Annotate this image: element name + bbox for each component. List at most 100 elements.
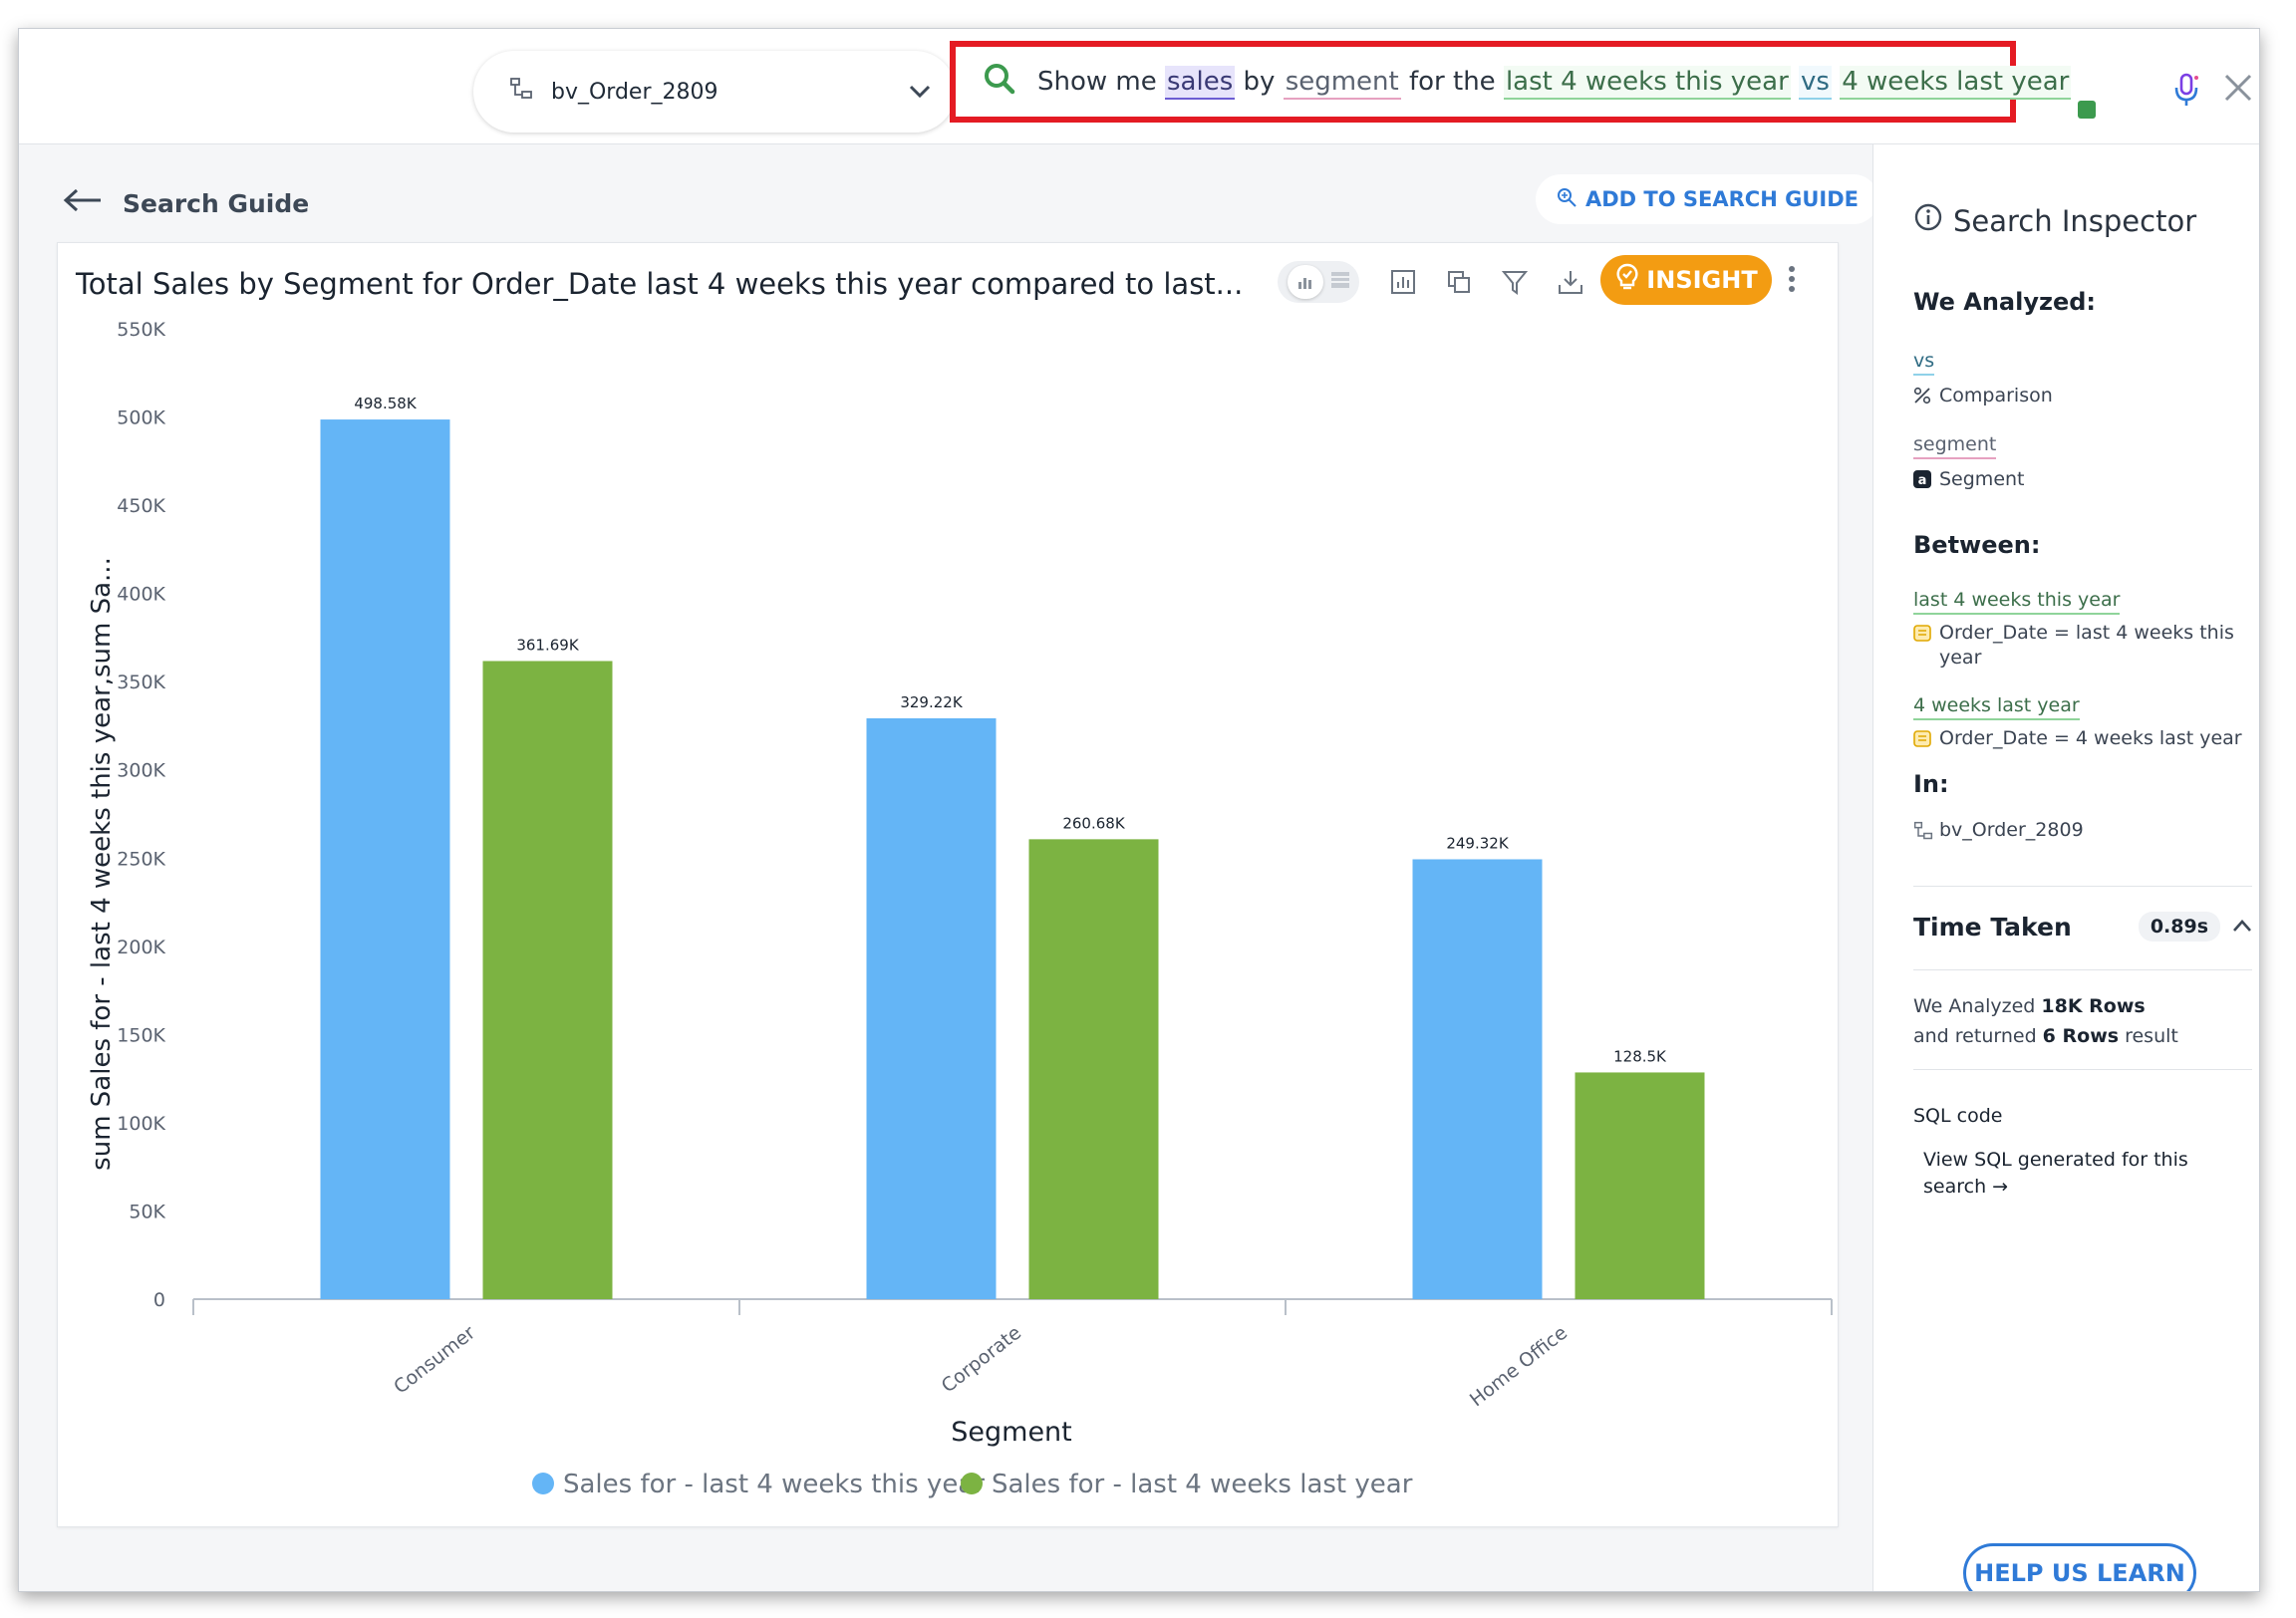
y-tick-label: 150K: [117, 1024, 165, 1046]
between-token-last-year[interactable]: 4 weeks last year: [1913, 694, 2080, 720]
rows-suffix: result: [2119, 1025, 2178, 1047]
y-axis-title: sum Sales for - last 4 weeks this year,s…: [87, 557, 117, 1171]
y-tick-label: 200K: [117, 937, 165, 958]
rows-middle: and returned: [1913, 1025, 2043, 1047]
query-token-plain: by: [1235, 67, 1284, 97]
x-axis-title: Segment: [951, 1417, 1072, 1448]
chevron-down-icon[interactable]: [908, 81, 932, 106]
datasource-icon: [509, 77, 533, 107]
data-label: 128.5K: [1613, 1047, 1667, 1065]
bar: [320, 419, 450, 1299]
info-icon: [1913, 202, 1943, 239]
segment-label: Segment: [1939, 468, 2025, 490]
attribute-icon: a: [1913, 470, 1933, 495]
search-query[interactable]: Show me sales by segment for the last 4 …: [1037, 66, 2072, 100]
x-tick-label: Home Office: [1466, 1322, 1572, 1412]
y-tick-label: 50K: [129, 1201, 165, 1222]
view-sql-link[interactable]: View SQL generated for this search →: [1923, 1149, 2188, 1198]
analyzed-detail-comparison: Comparison: [1913, 384, 2242, 411]
calendar-icon: [1913, 729, 1933, 754]
microphone-icon[interactable]: [2173, 73, 2199, 111]
back-to-search-guide[interactable]: Search Guide: [63, 188, 309, 218]
datasource-selector[interactable]: bv_Order_2809: [473, 51, 956, 133]
divider: [1913, 969, 2252, 970]
chart-view-icon[interactable]: [1287, 265, 1323, 299]
inspector-title-label: Search Inspector: [1953, 203, 2197, 238]
query-token-plain: Show me: [1037, 67, 1166, 97]
analyzed-detail-segment: a Segment: [1913, 467, 2242, 495]
between-heading: Between:: [1913, 531, 2041, 559]
table-view-icon[interactable]: [1330, 271, 1350, 293]
legend-marker: [532, 1473, 554, 1494]
search-input[interactable]: Show me sales by segment for the last 4 …: [950, 41, 2072, 123]
more-options-icon[interactable]: [1788, 265, 1796, 297]
y-tick-label: 0: [153, 1289, 165, 1311]
query-token-op[interactable]: vs: [1799, 66, 1832, 100]
between-detail-last-year: Order_Date = 4 weeks last year: [1913, 726, 2242, 754]
y-tick-label: 300K: [117, 760, 165, 782]
data-label: 249.32K: [1446, 834, 1509, 852]
data-label: 361.69K: [516, 636, 579, 654]
data-label: 260.68K: [1062, 814, 1125, 832]
back-label: Search Guide: [123, 188, 310, 218]
query-token-date[interactable]: 4 weeks last year: [1840, 66, 2072, 100]
chart-card: Total Sales by Segment for Order_Date la…: [57, 242, 1839, 1527]
in-datasource-name: bv_Order_2809: [1939, 819, 2084, 841]
rows-analyzed: 18K Rows: [2041, 995, 2146, 1017]
svg-text:a: a: [1918, 473, 1927, 488]
insight-label: INSIGHT: [1646, 266, 1758, 294]
legend-label: Sales for - last 4 weeks this year: [563, 1470, 985, 1499]
time-taken-row[interactable]: Time Taken 0.89s: [1913, 912, 2252, 942]
filter-icon[interactable]: [1495, 261, 1535, 303]
data-label: 498.58K: [354, 395, 417, 412]
divider: [1913, 886, 2252, 887]
guide-icon: [1556, 186, 1578, 213]
bar-chart: 0 50K 100K 150K 200K 250K 300K 350K 400K 450K 500K…: [87, 319, 1833, 1499]
time-taken-value: 0.89s: [2138, 912, 2220, 942]
arrow-left-icon: [63, 188, 103, 218]
data-label: 329.22K: [900, 693, 963, 711]
query-token-attr[interactable]: segment: [1283, 66, 1401, 100]
analyzed-token-segment[interactable]: segment: [1913, 433, 1997, 459]
close-icon[interactable]: [2223, 73, 2253, 107]
y-tick-label: 250K: [117, 848, 165, 870]
insight-button[interactable]: INSIGHT: [1600, 255, 1772, 305]
app-window: bv_Order_2809 Show me sales by segment f…: [18, 28, 2260, 1592]
add-guide-label: ADD TO SEARCH GUIDE: [1585, 187, 1859, 211]
query-token-date[interactable]: last 4 weeks this year: [1503, 66, 1791, 100]
in-datasource: bv_Order_2809: [1913, 818, 2242, 848]
analyzed-heading: We Analyzed:: [1913, 288, 2096, 316]
add-to-search-guide-button[interactable]: ADD TO SEARCH GUIDE: [1536, 174, 1878, 224]
legend-marker: [961, 1473, 983, 1494]
y-tick-label: 500K: [117, 407, 165, 429]
y-tick-label: 100K: [117, 1113, 165, 1135]
chevron-up-icon[interactable]: [2232, 918, 2252, 937]
download-icon[interactable]: [1551, 261, 1590, 303]
between-token-this-year[interactable]: last 4 weeks this year: [1913, 589, 2121, 615]
comparison-label: Comparison: [1939, 385, 2053, 406]
inspector-title: Search Inspector: [1913, 202, 2196, 239]
datasource-name: bv_Order_2809: [551, 79, 718, 105]
analyzed-token-vs[interactable]: vs: [1913, 350, 1935, 376]
y-tick-label: 550K: [117, 319, 165, 341]
help-us-learn-button[interactable]: HELP US LEARN: [1963, 1543, 2196, 1591]
rows-prefix: We Analyzed: [1913, 995, 2042, 1017]
query-token-measure[interactable]: sales: [1165, 66, 1236, 100]
bar: [866, 717, 997, 1299]
chart-settings-icon[interactable]: [1383, 261, 1423, 303]
divider: [1913, 1069, 2252, 1070]
chart-table-toggle[interactable]: [1278, 261, 1359, 303]
insight-icon: [1614, 263, 1640, 297]
this-year-condition: Order_Date = last 4 weeks this year: [1939, 622, 2234, 669]
copy-icon[interactable]: [1439, 261, 1479, 303]
percent-icon: [1913, 387, 1933, 411]
chart-title: Total Sales by Segment for Order_Date la…: [76, 267, 1244, 301]
query-token-plain: [1791, 67, 1799, 97]
bar: [1575, 1072, 1705, 1299]
bar: [482, 661, 613, 1299]
in-heading: In:: [1913, 770, 1949, 798]
legend-label: Sales for - last 4 weeks last year: [992, 1470, 1413, 1499]
y-tick-label: 350K: [117, 672, 165, 693]
query-token-plain: [1832, 67, 1840, 97]
bar: [1028, 839, 1159, 1299]
